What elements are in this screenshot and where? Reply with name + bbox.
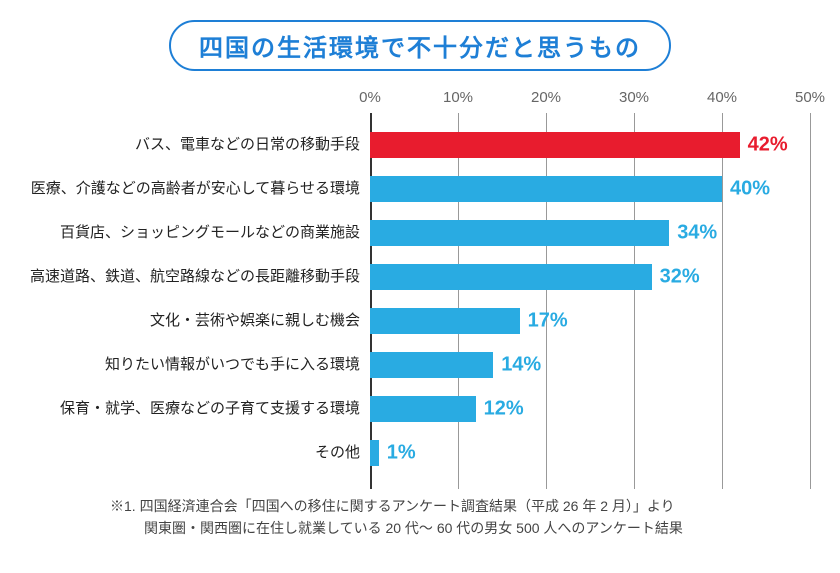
bar-wrap: 12% bbox=[370, 396, 810, 422]
x-tick-label: 0% bbox=[359, 89, 381, 106]
bar bbox=[370, 440, 379, 466]
bar-value: 12% bbox=[484, 398, 524, 421]
bar-label: 医療、介護などの高齢者が安心して暮らせる環境 bbox=[30, 180, 370, 198]
page: 四国の生活環境で不十分だと思うもの 0% 10% 20% 30% 40% 50% バス、電… bbox=[0, 0, 840, 573]
bar-value: 32% bbox=[660, 266, 700, 289]
bar-label: 百貨店、ショッピングモールなどの商業施設 bbox=[30, 224, 370, 242]
chart-title: 四国の生活環境で不十分だと思うもの bbox=[169, 20, 671, 71]
bar bbox=[370, 264, 652, 290]
bar-value: 42% bbox=[748, 134, 788, 157]
plot: バス、電車などの日常の移動手段 42% 医療、介護などの高齢者が安心して暮らせる環境… bbox=[30, 113, 810, 489]
bar-label: 高速道路、鉄道、航空路線などの長距離移動手段 bbox=[30, 268, 370, 286]
bar-row: 文化・芸術や娯楽に親しむ機会 17% bbox=[30, 299, 810, 343]
bar-highlight bbox=[370, 132, 740, 158]
bar-row: 知りたい情報がいつでも手に入る環境 14% bbox=[30, 343, 810, 387]
footnote: ※1. 四国経済連合会「四国への移住に関するアンケート調査結果（平成 26 年 … bbox=[30, 495, 810, 540]
x-tick-label: 10% bbox=[443, 89, 473, 106]
x-tick-label: 50% bbox=[795, 89, 825, 106]
bar-label: その他 bbox=[30, 444, 370, 462]
chart-area: 0%10%20%30%40%50% バス、電車などの日常の移動手段42%医療、介… bbox=[30, 89, 810, 489]
bar-value: 17% bbox=[528, 310, 568, 333]
bar-label: バス、電車などの日常の移動手段 bbox=[30, 136, 370, 154]
bar-row: 保育・就学、医療などの子育て支援する環境 12% bbox=[30, 387, 810, 431]
bar bbox=[370, 396, 476, 422]
footnote-line1: ※1. 四国経済連合会「四国への移住に関するアンケート調査結果（平成 26 年 … bbox=[110, 498, 675, 514]
x-axis: 0%10%20%30%40%50% bbox=[30, 89, 810, 113]
bar-row: 百貨店、ショッピングモールなどの商業施設 34% bbox=[30, 211, 810, 255]
bar-value: 14% bbox=[501, 354, 541, 377]
bar-value: 34% bbox=[677, 222, 717, 245]
bar-wrap: 1% bbox=[370, 440, 810, 466]
bar-wrap: 40% bbox=[370, 176, 810, 202]
bar-value: 40% bbox=[730, 178, 770, 201]
bar-row: バス、電車などの日常の移動手段 42% bbox=[30, 123, 810, 167]
bar-label: 知りたい情報がいつでも手に入る環境 bbox=[30, 356, 370, 374]
bar bbox=[370, 176, 722, 202]
x-tick-label: 40% bbox=[707, 89, 737, 106]
bar-row: 医療、介護などの高齢者が安心して暮らせる環境 40% bbox=[30, 167, 810, 211]
bar bbox=[370, 352, 493, 378]
x-tick-label: 20% bbox=[531, 89, 561, 106]
bar bbox=[370, 308, 520, 334]
bar-label: 保育・就学、医療などの子育て支援する環境 bbox=[30, 400, 370, 418]
x-tick-label: 30% bbox=[619, 89, 649, 106]
bar-row: その他 1% bbox=[30, 431, 810, 475]
bar-label: 文化・芸術や娯楽に親しむ機会 bbox=[30, 312, 370, 330]
bar-wrap: 14% bbox=[370, 352, 810, 378]
bar-value: 1% bbox=[387, 442, 416, 465]
bar-wrap: 32% bbox=[370, 264, 810, 290]
bar-row: 高速道路、鉄道、航空路線などの長距離移動手段 32% bbox=[30, 255, 810, 299]
gridline bbox=[810, 113, 811, 489]
bar-wrap: 17% bbox=[370, 308, 810, 334]
footnote-line2: 関東圏・関西圏に在住し就業している 20 代～ 60 代の男女 500 人へのア… bbox=[110, 517, 683, 539]
bar-wrap: 42% bbox=[370, 132, 810, 158]
bar bbox=[370, 220, 669, 246]
bar-wrap: 34% bbox=[370, 220, 810, 246]
